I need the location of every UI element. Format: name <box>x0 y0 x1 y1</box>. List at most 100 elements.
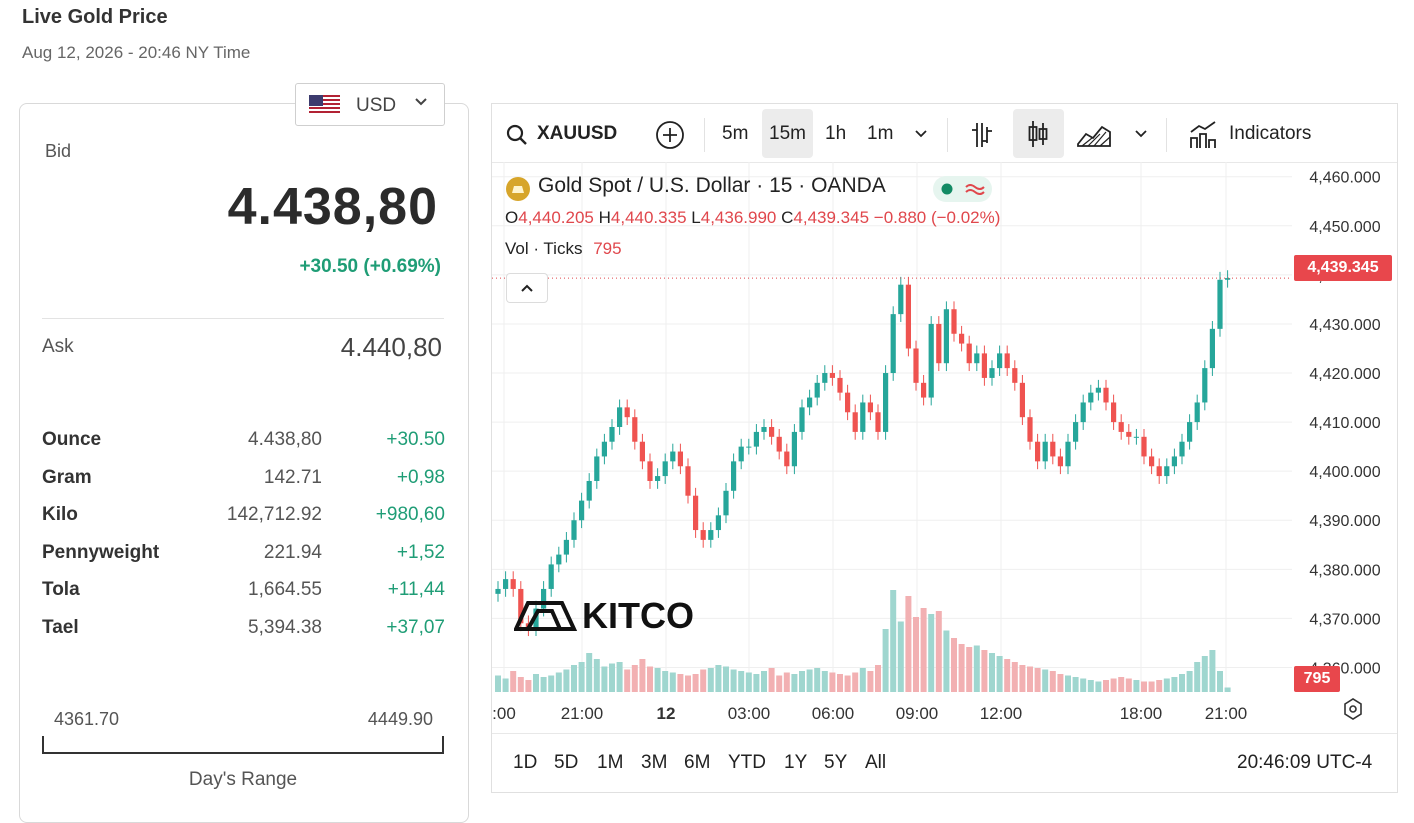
candle-body <box>1202 368 1208 403</box>
volume-bar <box>1080 678 1087 692</box>
volume-bar <box>1163 678 1170 692</box>
period-5y[interactable]: 5Y <box>824 752 848 773</box>
volume-bar <box>920 608 927 692</box>
candle-body <box>495 588 501 594</box>
volume-bar <box>791 674 798 692</box>
interval-5m[interactable]: 5m <box>722 123 749 144</box>
bar-chart-type-icon[interactable] <box>970 121 994 149</box>
symbol-input[interactable]: XAUUSD <box>537 123 618 144</box>
candle-body <box>571 520 577 540</box>
search-icon[interactable] <box>506 124 528 146</box>
low-value: 4,436.990 <box>700 208 777 227</box>
chevron-down-icon[interactable] <box>914 128 928 140</box>
page-subtitle: Aug 12, 2026 - 20:46 NY Time <box>22 43 251 62</box>
interval-1h[interactable]: 1h <box>825 123 847 144</box>
period-6m[interactable]: 6M <box>684 752 711 773</box>
price-chart[interactable]: 4,460.0004,450.0004,440.0004,430.0004,42… <box>492 162 1397 733</box>
candle-body <box>1004 353 1010 369</box>
toolbar-separator <box>704 118 705 152</box>
period-all[interactable]: All <box>865 752 887 773</box>
volume-bar <box>502 678 509 692</box>
interval-1m[interactable]: 1m <box>867 123 894 144</box>
candle-body <box>503 579 509 589</box>
indicators-button[interactable]: Indicators <box>1229 123 1312 144</box>
unit-change: +1,52 <box>396 542 445 563</box>
candle-body <box>548 564 554 589</box>
volume-bar <box>707 668 714 692</box>
volume-bar <box>692 674 699 692</box>
period-1d[interactable]: 1D <box>513 752 538 773</box>
collapse-legend-button[interactable] <box>506 273 548 303</box>
low-label: L <box>691 208 701 227</box>
candlestick-icon[interactable] <box>1025 119 1051 149</box>
candle-body <box>761 427 767 432</box>
candle-body <box>510 579 516 589</box>
kitco-logo-icon <box>514 601 578 631</box>
quote-card <box>19 103 469 823</box>
candle-body <box>609 427 615 442</box>
compare-add-icon[interactable] <box>655 120 685 150</box>
x-tick-label: 09:00 <box>896 704 939 723</box>
indicators-icon[interactable] <box>1188 120 1218 150</box>
candle-body <box>617 407 623 427</box>
volume-bar <box>624 669 631 692</box>
volume-bar <box>563 669 570 692</box>
currency-select[interactable]: USD <box>295 83 445 126</box>
candle-body <box>746 446 752 448</box>
volume-bar <box>928 614 935 692</box>
candle-body <box>1027 417 1033 442</box>
unit-change: +11,44 <box>387 579 445 600</box>
volume-bar <box>1133 680 1140 692</box>
volume-bar <box>1011 662 1018 692</box>
period-5d[interactable]: 5D <box>554 752 579 773</box>
volume-bar <box>859 668 866 692</box>
volume-bar <box>966 647 973 692</box>
chart-toolbar: XAUUSD 5m 15m 1h 1m Indicators <box>492 104 1397 163</box>
volume-bar <box>571 665 577 692</box>
close-value: 4,439.345 <box>793 208 870 227</box>
candle-body <box>601 441 607 457</box>
unit-change: +980,60 <box>375 504 445 525</box>
candle-body <box>1012 368 1018 383</box>
open-label: O <box>505 208 519 227</box>
x-tick-label: 12:00 <box>980 704 1023 723</box>
candle-body <box>1187 422 1193 442</box>
candle-body <box>1126 431 1132 437</box>
volume-bar <box>662 671 669 692</box>
period-1y[interactable]: 1Y <box>784 752 808 773</box>
unit-name: Tael <box>42 617 79 638</box>
volume-bar <box>533 674 539 692</box>
volume-bar <box>631 665 638 692</box>
volume-bar <box>1057 674 1064 692</box>
period-1m[interactable]: 1M <box>597 752 624 773</box>
y-tick-label: 4,460.000 <box>1309 170 1380 187</box>
candle-body <box>875 412 881 432</box>
period-3m[interactable]: 3M <box>641 752 668 773</box>
unit-row-tola: Tola 1,664.55 +11,44 <box>42 579 446 609</box>
candle-body <box>1042 441 1048 462</box>
interval-15m[interactable]: 15m <box>769 123 806 144</box>
last-price-tag: 4,439.345 <box>1294 255 1392 281</box>
active-chart-type-highlight <box>1013 109 1064 158</box>
settings-icon[interactable] <box>1344 698 1362 720</box>
bid-label: Bid <box>45 141 72 161</box>
area-chart-icon[interactable] <box>1076 120 1112 148</box>
volume-bar <box>905 596 912 692</box>
chevron-down-icon[interactable] <box>1134 128 1148 140</box>
bid-change: +30.50 (+0.69%) <box>299 256 441 277</box>
unit-name: Kilo <box>42 504 78 525</box>
volume-bar <box>897 621 904 692</box>
candle-body <box>1194 402 1200 423</box>
candle-body <box>1111 402 1117 423</box>
settings-icon-center <box>1349 705 1357 713</box>
legend-title: Gold Spot / U.S. Dollar · 15 · OANDA <box>538 174 886 197</box>
market-status-badge[interactable] <box>933 176 992 202</box>
volume-bar <box>647 666 653 692</box>
period-ytd[interactable]: YTD <box>728 752 766 773</box>
candle-body <box>1019 382 1025 418</box>
candle-body <box>769 427 775 437</box>
divider <box>42 318 444 319</box>
candle-body <box>753 431 759 447</box>
currency-code: USD <box>356 95 397 116</box>
candle-body <box>784 451 790 467</box>
